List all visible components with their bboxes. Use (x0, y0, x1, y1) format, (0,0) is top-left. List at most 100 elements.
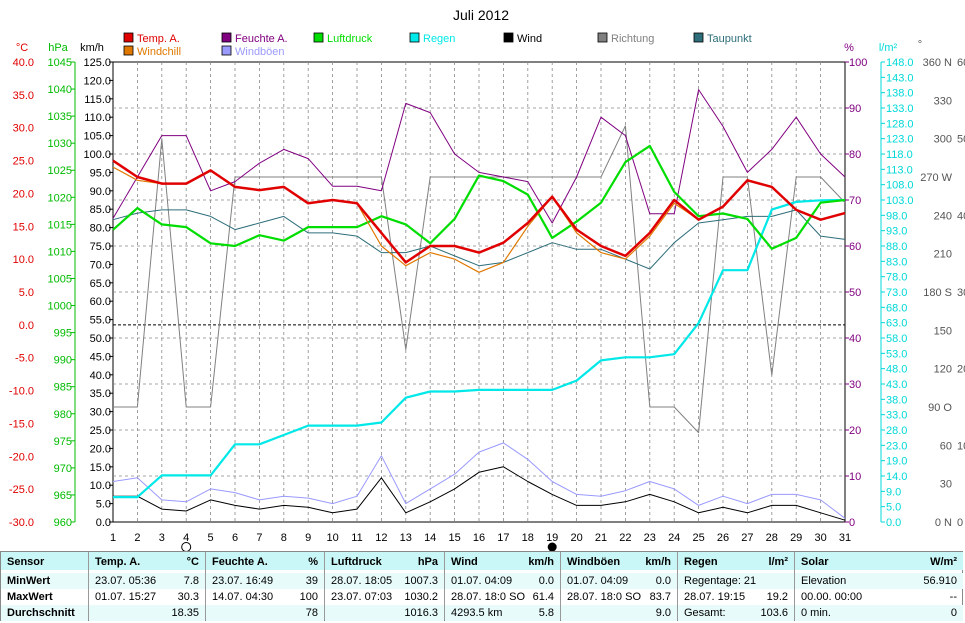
series-line-temp-a (112, 159, 846, 264)
wind-tick-label: 120.0 (83, 75, 111, 87)
rain-tick-label: 93.0 (886, 226, 907, 238)
rain-tick-label: 48.0 (886, 364, 907, 376)
stats-cell-label: Gesamt: (684, 607, 726, 619)
x-tick-label: 3 (159, 532, 165, 544)
rain-tick-label: 103.0 (886, 195, 914, 207)
rain-tick-label: 14.0 (886, 471, 907, 483)
stats-column-header: Solar W/m² (795, 552, 963, 570)
stats-column: Feuchte A.% 23.07. 16:49 39 14.07. 04:30 100… (206, 552, 325, 621)
legend-label: Temp. A. (137, 33, 180, 45)
chart-legend: Temp. A. Feuchte A. Luftdruck Regen Wind Rich… (123, 32, 752, 58)
legend-swatch (123, 32, 134, 43)
pressure-tick-label: 960 (54, 517, 72, 529)
stats-header-unit: hPa (417, 556, 438, 568)
x-tick-label: 2 (134, 532, 140, 544)
x-tick-label: 5 (208, 532, 214, 544)
direction-tick-label: 240 (934, 210, 952, 222)
stats-column: Windböen km/h 01.07. 04:09 0.0 28.07. 18:0 S… (561, 552, 678, 621)
stats-cell-value: 100 (299, 591, 318, 603)
rain-tick-label: 68.0 (886, 302, 907, 314)
pressure-tick-label: 980 (54, 409, 72, 421)
temp-tick-label: 15.0 (13, 221, 34, 233)
x-tick-label: 17 (497, 532, 509, 544)
wind-tick-label: 70.0 (90, 259, 111, 271)
pressure-tick-label: 1025 (48, 165, 72, 177)
rain-tick-label: 113.0 (886, 164, 913, 176)
pressure-tick-label: 1010 (48, 246, 72, 258)
stats-row: 28.07. 18:0 SO 61.4 (445, 589, 560, 605)
rain-tick-label: 108.0 (886, 180, 914, 192)
temp-tick-label: -15.0 (9, 418, 34, 430)
rain-axis-unit: l/m² (879, 42, 898, 54)
stats-cell-label: 23.07. 07:03 (331, 591, 393, 603)
humidity-axis-unit: % (844, 42, 854, 54)
humidity-tick-label: 40 (849, 333, 861, 345)
stats-row: 23.07. 07:03 1030.2 (325, 589, 444, 605)
plot-area (112, 89, 846, 521)
wind-tick-label: 35.0 (90, 388, 111, 400)
stats-row: 14.07. 04:30 100 (206, 589, 324, 605)
direction-tick-label: 30 (940, 479, 952, 491)
stats-row: 28.07. 19:15 19.2 (678, 589, 794, 605)
series-line-luftdruck (112, 144, 846, 250)
rain-tick-label: 98.0 (886, 210, 907, 222)
pressure-tick-label: 975 (54, 436, 72, 448)
direction-tick-label: 60 (940, 440, 952, 452)
direction-tick-label: 180 S (923, 287, 952, 299)
rain-tick-label: 78.0 (886, 272, 907, 284)
rain-tick-label: 5.0 (886, 502, 901, 514)
stats-row: Elevation 56.910 (795, 573, 963, 589)
stats-column-header: Windböen km/h (561, 552, 677, 570)
stats-cell-value: 0 (950, 607, 957, 619)
rain-tick-label: 28.0 (886, 425, 907, 437)
x-tick-label: 23 (644, 532, 656, 544)
stats-cell-value: 83.7 (649, 591, 671, 603)
legend-swatch (221, 45, 232, 56)
legend-label: Wind (517, 33, 542, 45)
direction-extra-tick-label: 40 (957, 210, 965, 222)
rain-tick-label: 73.0 (886, 287, 907, 299)
stats-header-title: Windböen (567, 556, 621, 568)
x-tick-label: 14 (424, 532, 436, 544)
rain-tick-label: 38.0 (886, 394, 907, 406)
direction-extra-tick-label: 50 (957, 134, 965, 146)
stats-cell-label: 14.07. 04:30 (212, 591, 274, 603)
x-tick-label: 12 (375, 532, 387, 544)
legend-swatch (313, 32, 324, 43)
wind-tick-label: 10.0 (90, 480, 111, 492)
pressure-tick-label: 1015 (48, 219, 72, 231)
x-tick-label: 24 (668, 532, 680, 544)
stats-header-title: Wind (451, 556, 478, 568)
humidity-tick-label: 0 (849, 517, 855, 529)
legend-label: Regen (423, 33, 455, 45)
x-tick-label: 8 (281, 532, 287, 544)
x-tick-label: 19 (546, 532, 558, 544)
temp-tick-label: 40.0 (13, 57, 34, 69)
stats-cell-value: 78 (305, 607, 318, 619)
rain-tick-label: 118.0 (886, 149, 913, 161)
first-quarter-moon-icon (181, 542, 192, 551)
humidity-tick-label: 60 (849, 241, 861, 253)
x-tick-label: 16 (473, 532, 485, 544)
direction-tick-label: 330 (934, 95, 952, 107)
stats-row: 00.00. 00:00 -- (795, 589, 963, 605)
x-tick-label: 13 (400, 532, 412, 544)
stats-cell-label: Durchschnitt (7, 607, 75, 619)
humidity-tick-label: 80 (849, 149, 861, 161)
temp-tick-label: -20.0 (9, 451, 34, 463)
direction-tick-label: 120 (934, 364, 952, 376)
stats-row: MinWert (1, 573, 88, 589)
x-tick-label: 9 (305, 532, 311, 544)
wind-tick-label: 115.0 (84, 94, 111, 106)
x-tick-label: 25 (692, 532, 704, 544)
stats-column: Luftdruck hPa 28.07. 18:05 1007.3 23.07. 07:… (325, 552, 445, 621)
chart-title: Juli 2012 (453, 7, 509, 23)
stats-cell-value: 1030.2 (404, 591, 438, 603)
axis-unit-labels: °C hPa km/h% l/m² ° (16, 39, 922, 54)
temp-tick-label: 25.0 (13, 156, 34, 168)
series-line-regen (113, 198, 846, 499)
temp-tick-label: 30.0 (13, 123, 34, 135)
chart-axes: 40.035.030.025.020.015.010.05.00.0-5.0-1… (9, 57, 965, 544)
stats-cell-value: -- (949, 591, 957, 603)
direction-tick-label: 90 O (928, 402, 952, 414)
